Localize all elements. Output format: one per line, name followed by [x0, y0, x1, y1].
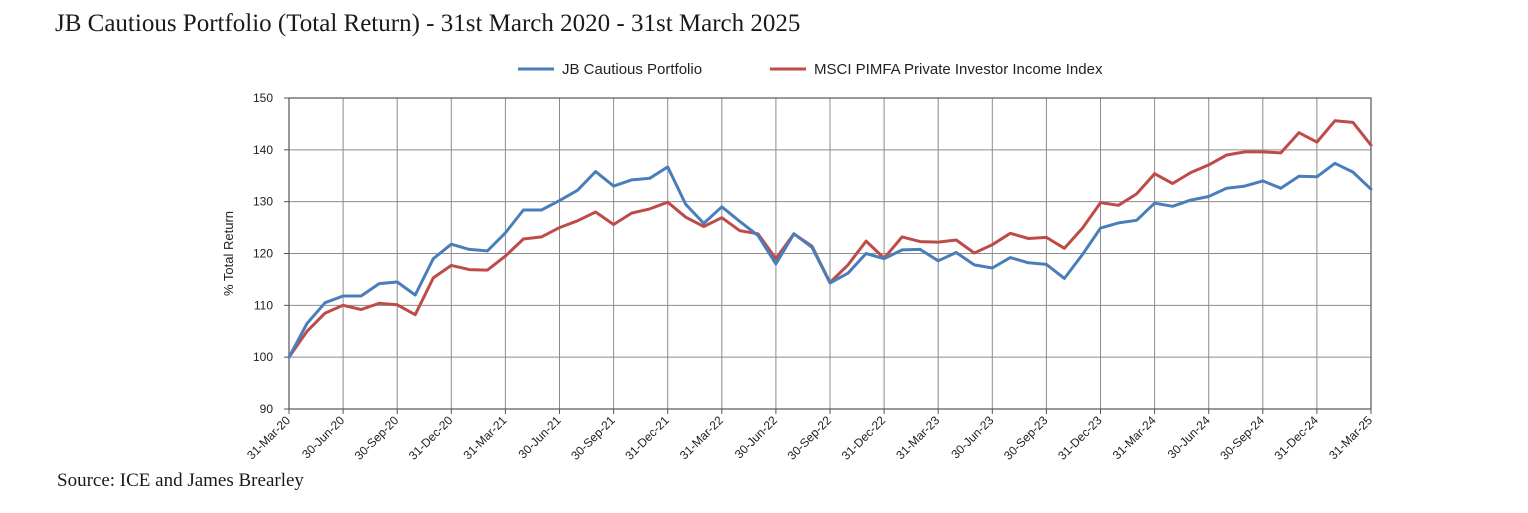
- x-tick-label: 30-Jun-21: [516, 413, 564, 461]
- x-tick-label: 31-Mar-23: [893, 413, 942, 462]
- y-tick-label: 120: [253, 247, 273, 261]
- series-line: [287, 161, 1373, 359]
- y-tick-label: 130: [253, 195, 273, 209]
- legend-label: MSCI PIMFA Private Investor Income Index: [814, 61, 1103, 78]
- x-tick-label: 30-Sep-23: [1001, 413, 1051, 463]
- chart-title: JB Cautious Portfolio (Total Return) - 3…: [55, 10, 801, 37]
- x-tick-label: 31-Dec-23: [1055, 413, 1105, 463]
- x-tick-label: 31-Mar-24: [1110, 413, 1159, 462]
- y-tick-label: 100: [253, 350, 273, 364]
- x-tick-label: 30-Jun-20: [299, 413, 347, 461]
- y-tick-label: 150: [253, 91, 273, 105]
- legend-label: JB Cautious Portfolio: [562, 61, 702, 78]
- grid-lines: [288, 97, 1372, 410]
- x-tick-label: 31-Dec-22: [839, 413, 889, 463]
- x-tick-label: 31-Mar-20: [244, 413, 293, 462]
- x-tick-label: 31-Dec-21: [622, 413, 672, 463]
- x-tick-label: 31-Mar-22: [677, 413, 726, 462]
- legend: JB Cautious Portfolio MSCI PIMFA Private …: [518, 61, 1103, 78]
- x-tick-label: 31-Mar-21: [460, 413, 509, 462]
- y-axis-label: % Total Return: [221, 211, 236, 296]
- y-tick-label: 140: [253, 143, 273, 157]
- x-tick-label: 31-Dec-20: [406, 413, 456, 463]
- x-tick-label: 30-Sep-20: [352, 413, 402, 463]
- x-tick-label: 30-Sep-21: [568, 413, 618, 463]
- y-axis-ticks: 90 100 110 120 130 140 150: [253, 91, 289, 416]
- x-axis-ticks: 31-Mar-20 30-Jun-20 30-Sep-20 31-Dec-20 31-M…: [244, 409, 1375, 463]
- source-note: Source: ICE and James Brearley: [57, 470, 304, 491]
- y-tick-label: 110: [254, 298, 273, 312]
- x-tick-label: 31-Mar-25: [1326, 413, 1375, 462]
- x-tick-label: 30-Sep-24: [1217, 413, 1267, 463]
- series-lines: [287, 119, 1373, 359]
- x-tick-label: 30-Jun-23: [948, 413, 996, 461]
- x-tick-label: 30-Jun-24: [1165, 413, 1213, 461]
- y-tick-label: 90: [260, 402, 274, 416]
- x-tick-label: 31-Dec-24: [1272, 413, 1322, 463]
- x-tick-label: 30-Jun-22: [732, 413, 780, 461]
- x-tick-label: 30-Sep-22: [785, 413, 835, 463]
